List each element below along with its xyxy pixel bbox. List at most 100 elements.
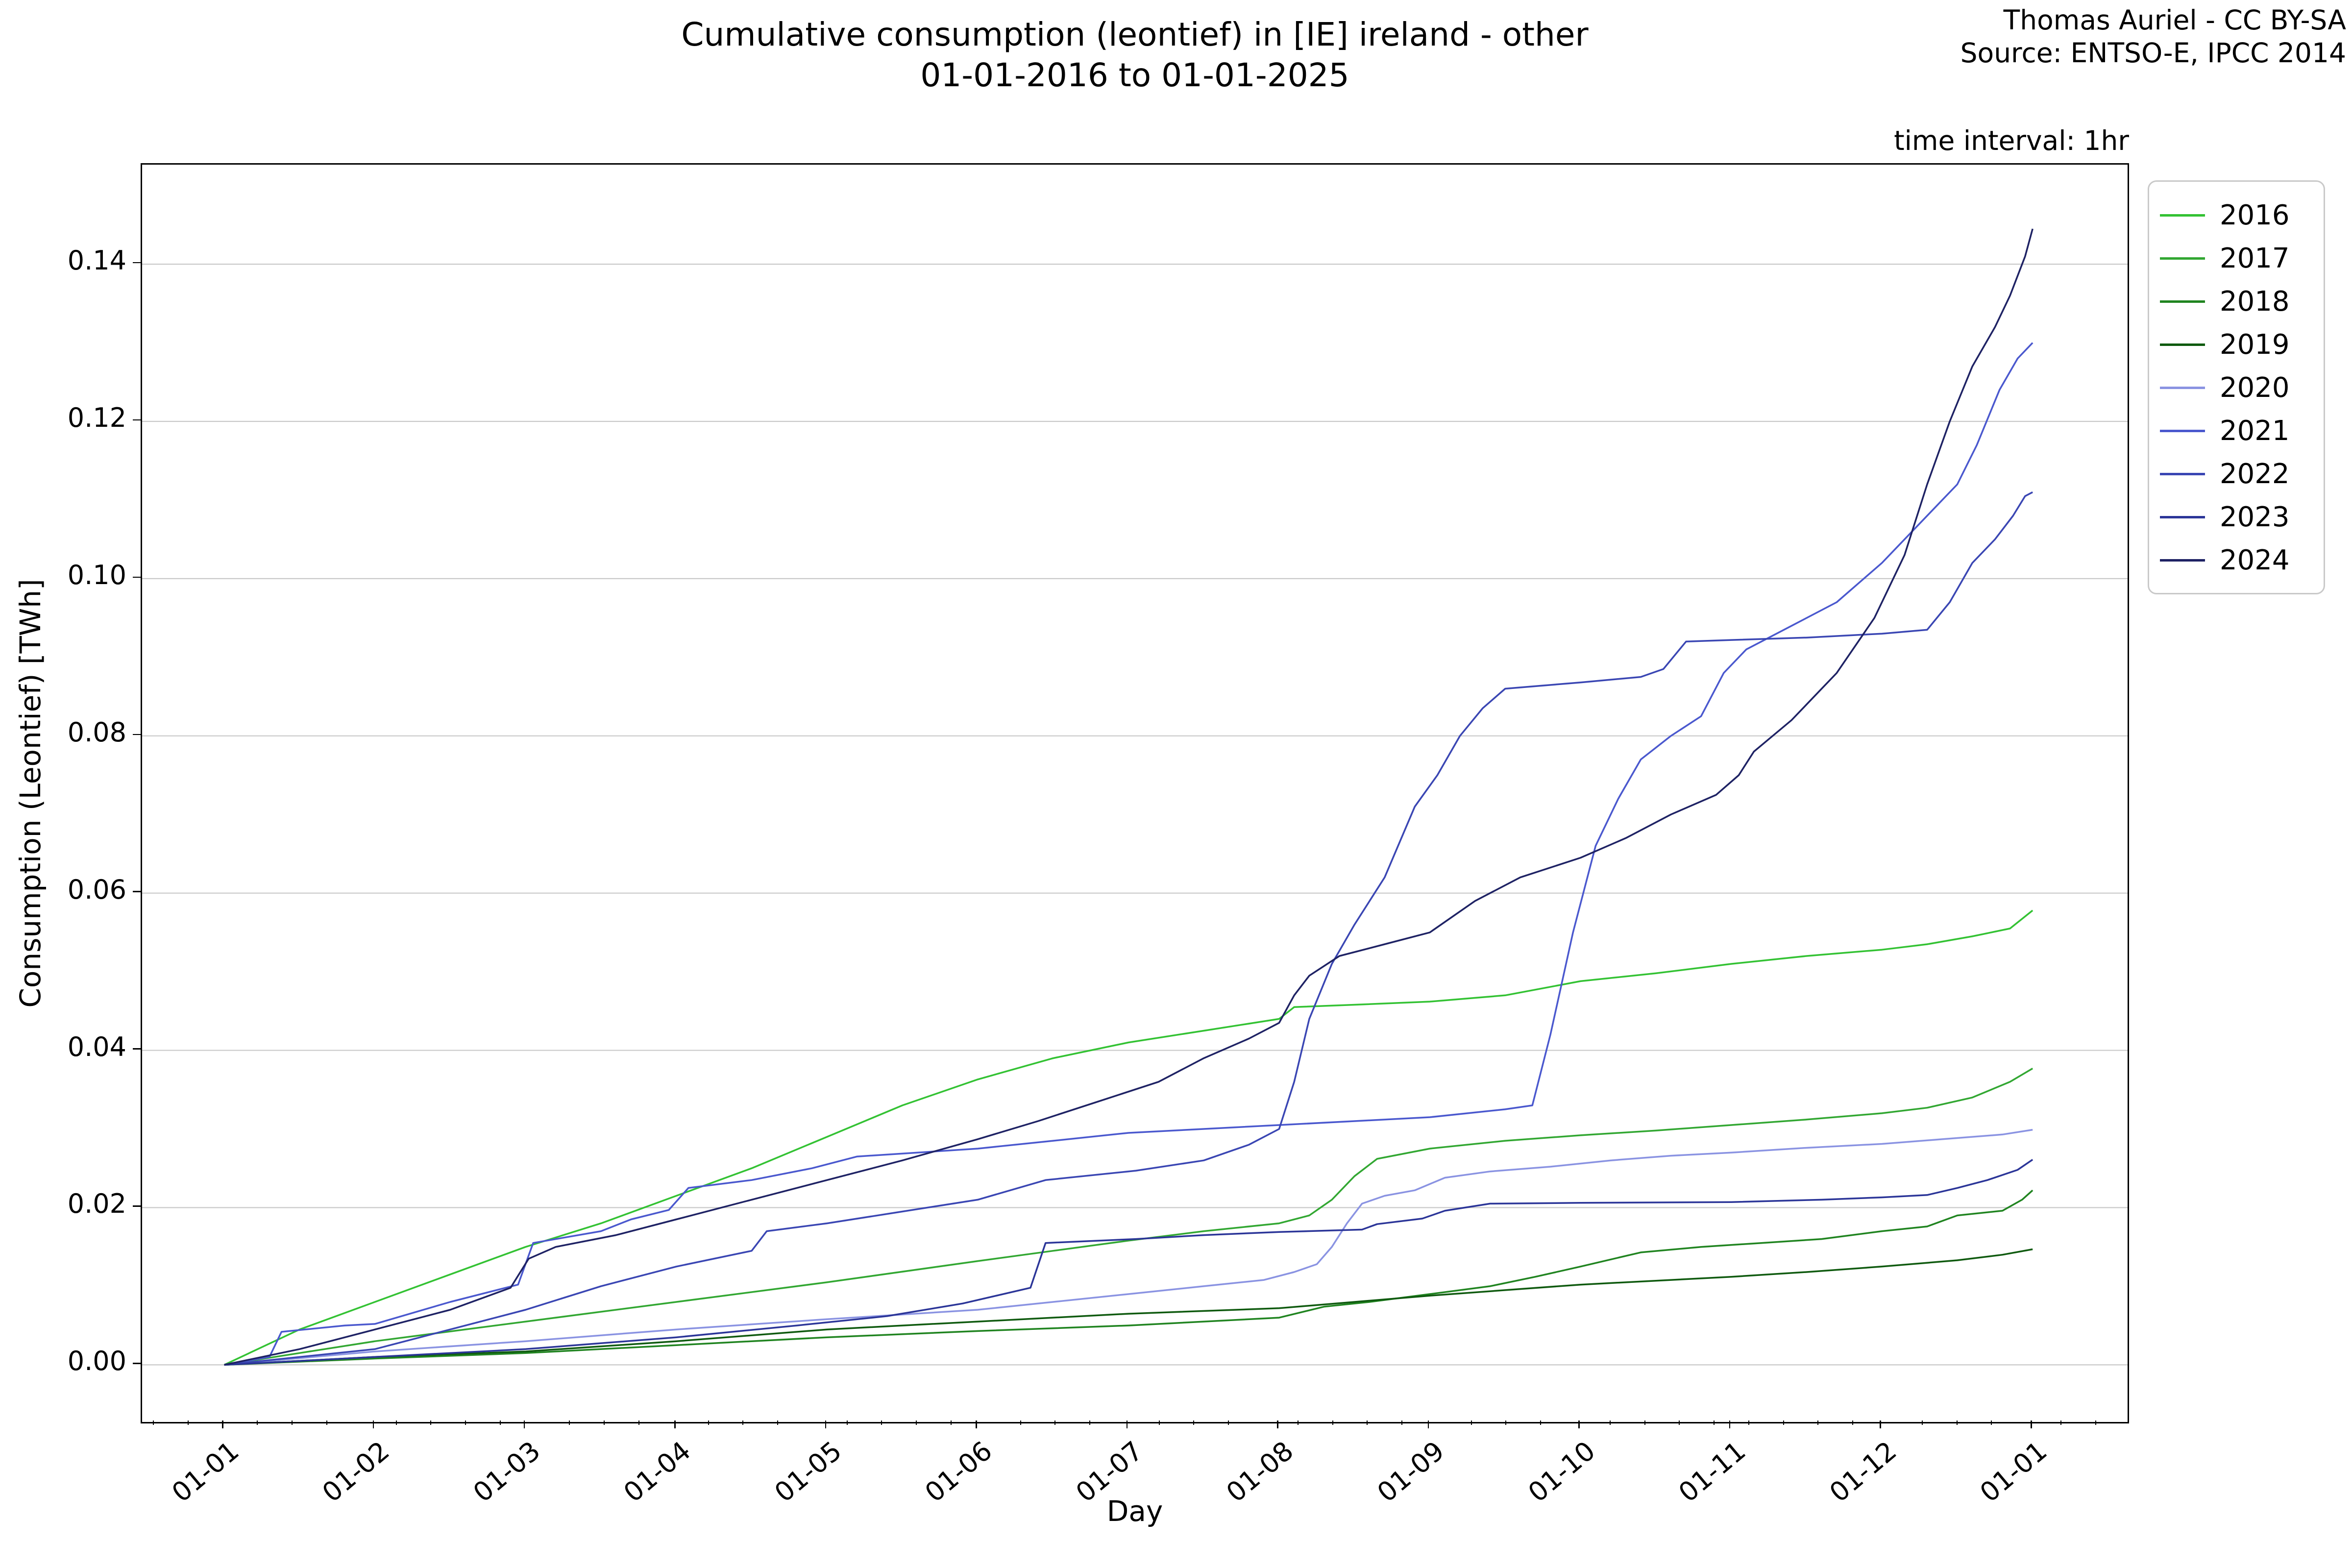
legend: 2016 2017 2018 2019 2020 2021 2022 2023 2024: [2148, 180, 2325, 594]
y-tick: [133, 1205, 141, 1207]
x-minor-tick: [638, 1421, 639, 1425]
legend-swatch-2021: [2160, 429, 2205, 432]
x-tick: [523, 1421, 525, 1428]
y-tick: [133, 1363, 141, 1364]
x-tick-label: 01-10: [1522, 1435, 1601, 1509]
x-minor-tick: [1609, 1421, 1611, 1425]
x-tick-label: 01-02: [316, 1435, 395, 1509]
legend-swatch-2022: [2160, 472, 2205, 475]
attribution-source: Source: ENTSO-E, IPCC 2014: [1960, 37, 2346, 69]
legend-swatch-2023: [2160, 515, 2205, 518]
x-minor-tick: [950, 1421, 952, 1425]
legend-label-2023: 2023: [2220, 501, 2290, 533]
y-tick-label: 0.12: [67, 402, 126, 433]
x-minor-tick: [1783, 1421, 1784, 1425]
x-minor-tick: [1089, 1421, 1091, 1425]
x-minor-tick: [1193, 1421, 1195, 1425]
series-line-2018: [224, 1189, 2034, 1366]
time-interval-label: time interval: 1hr: [1894, 125, 2129, 156]
x-tick: [674, 1421, 676, 1428]
x-minor-tick: [604, 1421, 605, 1425]
series-line-2020: [224, 1128, 2033, 1366]
y-tick-label: 0.06: [67, 874, 126, 905]
y-tick: [133, 576, 141, 578]
x-minor-tick: [1020, 1421, 1021, 1425]
x-minor-tick: [153, 1421, 154, 1425]
y-tick-label: 0.00: [67, 1346, 126, 1377]
x-tick-label: 01-12: [1823, 1435, 1903, 1509]
series-line-2019: [224, 1248, 2033, 1366]
x-minor-tick: [742, 1421, 744, 1425]
x-minor-tick: [1852, 1421, 1854, 1425]
legend-item-2016: 2016: [2160, 194, 2324, 237]
y-tick-label: 0.02: [67, 1188, 126, 1220]
legend-item-2021: 2021: [2160, 409, 2324, 452]
x-minor-tick: [1158, 1421, 1160, 1425]
x-axis-label: Day: [1106, 1494, 1163, 1528]
x-tick: [976, 1421, 977, 1428]
x-tick: [1729, 1421, 1731, 1428]
x-tick: [2031, 1421, 2032, 1428]
y-tick: [133, 419, 141, 421]
x-minor-tick: [1991, 1421, 1992, 1425]
y-tick-label: 0.10: [67, 559, 126, 590]
x-minor-tick: [1540, 1421, 1542, 1425]
x-tick: [1427, 1421, 1429, 1428]
series-line-2021: [224, 342, 2034, 1366]
legend-label-2016: 2016: [2220, 199, 2290, 231]
x-tick: [1578, 1421, 1580, 1428]
x-minor-tick: [1367, 1421, 1368, 1425]
legend-label-2020: 2020: [2220, 371, 2290, 404]
x-minor-tick: [881, 1421, 882, 1425]
x-minor-tick: [846, 1421, 848, 1425]
x-minor-tick: [430, 1421, 432, 1425]
y-tick: [133, 262, 141, 264]
x-minor-tick: [1332, 1421, 1333, 1425]
y-tick-label: 0.08: [67, 716, 126, 748]
legend-item-2019: 2019: [2160, 323, 2324, 366]
series-line-2023: [224, 1159, 2034, 1366]
x-minor-tick: [1401, 1421, 1403, 1425]
x-minor-tick: [499, 1421, 501, 1425]
y-tick-label: 0.04: [67, 1031, 126, 1062]
x-minor-tick: [1679, 1421, 1680, 1425]
x-minor-tick: [1644, 1421, 1645, 1425]
legend-swatch-2018: [2160, 300, 2205, 303]
legend-item-2022: 2022: [2160, 452, 2324, 495]
y-tick: [133, 891, 141, 892]
chart-title-line2: 01-01-2016 to 01-01-2025: [920, 56, 1349, 94]
x-minor-tick: [777, 1421, 779, 1425]
x-minor-tick: [1505, 1421, 1507, 1425]
x-minor-tick: [326, 1421, 327, 1425]
x-tick-label: 01-03: [467, 1435, 546, 1509]
legend-swatch-2016: [2160, 214, 2205, 217]
x-tick-label: 01-01: [166, 1435, 245, 1509]
x-minor-tick: [257, 1421, 258, 1425]
x-minor-tick: [1228, 1421, 1229, 1425]
series-line-2022: [224, 491, 2034, 1366]
chart-canvas: [142, 228, 2128, 1366]
legend-item-2024: 2024: [2160, 539, 2324, 582]
legend-item-2020: 2020: [2160, 366, 2324, 409]
x-minor-tick: [187, 1421, 189, 1425]
y-tick: [133, 734, 141, 735]
x-minor-tick: [1470, 1421, 1472, 1425]
legend-swatch-2017: [2160, 257, 2205, 260]
series-line-2017: [224, 1067, 2034, 1366]
x-tick-label: 01-01: [1974, 1435, 2053, 1509]
x-minor-tick: [2060, 1421, 2061, 1425]
legend-item-2023: 2023: [2160, 495, 2324, 539]
chart-title: Cumulative consumption (leontief) in [IE…: [141, 15, 2129, 96]
x-minor-tick: [1714, 1421, 1715, 1425]
x-tick: [372, 1421, 374, 1428]
legend-label-2022: 2022: [2220, 458, 2290, 490]
x-minor-tick: [708, 1421, 709, 1425]
x-minor-tick: [395, 1421, 397, 1425]
x-minor-tick: [292, 1421, 293, 1425]
x-minor-tick: [569, 1421, 570, 1425]
x-minor-tick: [1748, 1421, 1749, 1425]
legend-item-2017: 2017: [2160, 237, 2324, 280]
attribution: Thomas Auriel - CC BY-SA Source: ENTSO-E…: [1960, 4, 2346, 70]
x-tick: [1126, 1421, 1128, 1428]
x-minor-tick: [1956, 1421, 1958, 1425]
